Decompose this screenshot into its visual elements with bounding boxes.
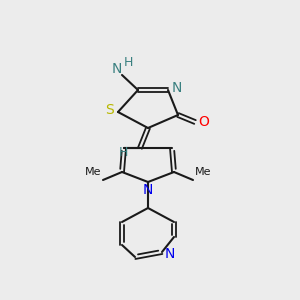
- Text: H: H: [118, 146, 128, 158]
- Text: O: O: [199, 115, 209, 129]
- Text: H: H: [123, 56, 133, 70]
- Text: S: S: [106, 103, 114, 117]
- Text: N: N: [172, 81, 182, 95]
- Text: Me: Me: [85, 167, 101, 177]
- Text: Me: Me: [195, 167, 211, 177]
- Text: N: N: [112, 62, 122, 76]
- Text: N: N: [143, 183, 153, 197]
- Text: N: N: [165, 247, 175, 261]
